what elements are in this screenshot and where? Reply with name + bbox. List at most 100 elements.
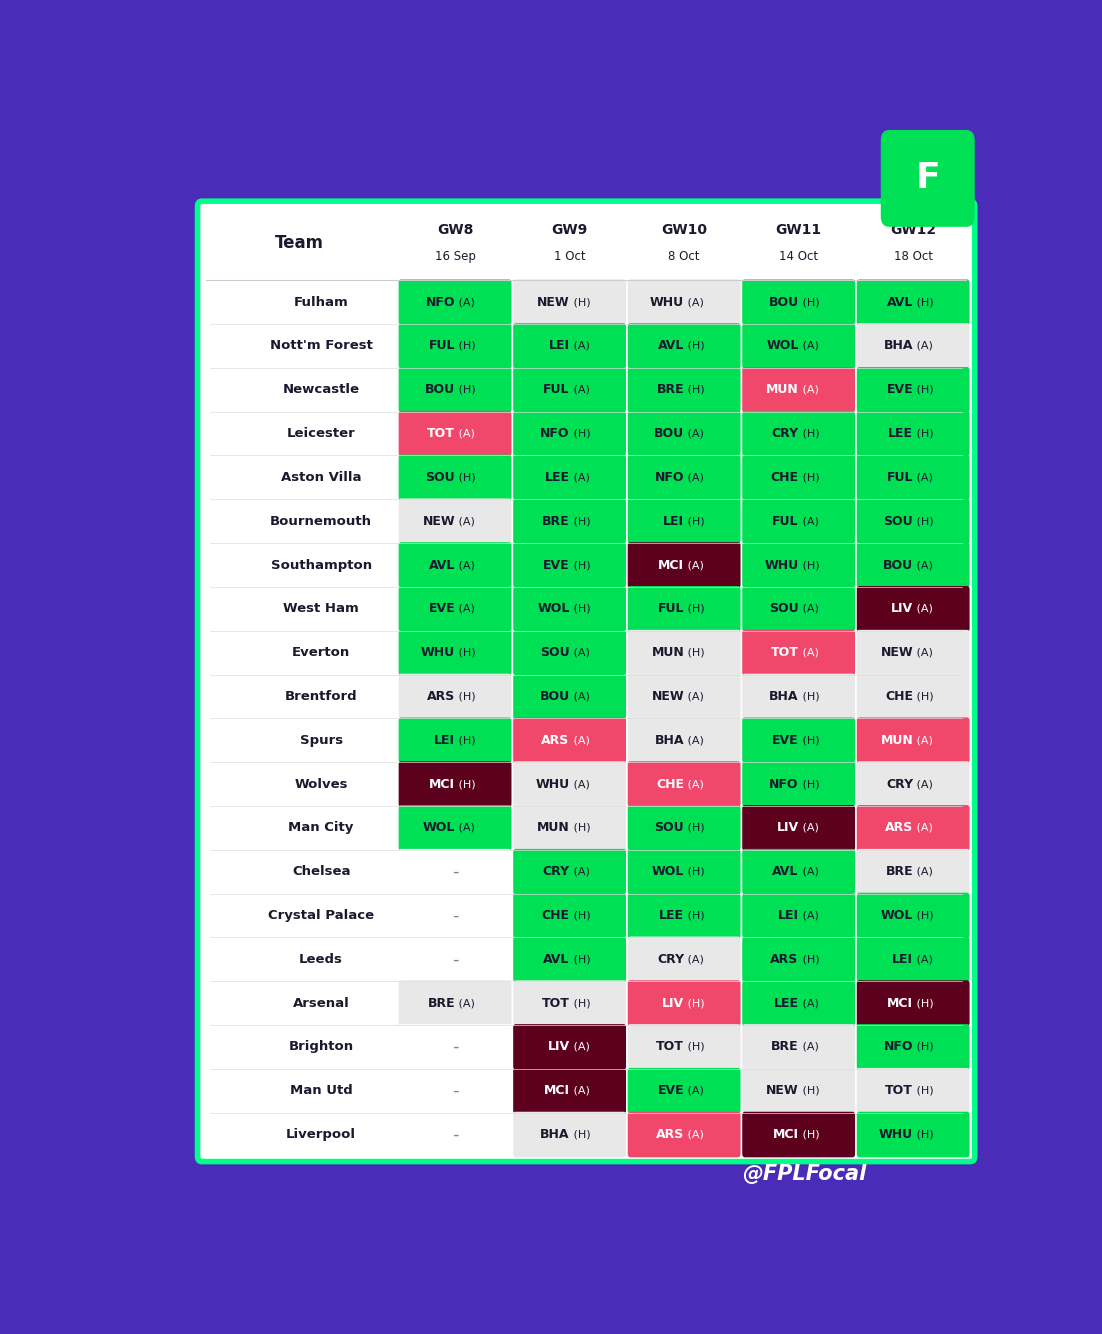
Text: (A): (A) xyxy=(570,647,590,658)
Text: MUN: MUN xyxy=(537,822,570,834)
Text: (H): (H) xyxy=(570,604,591,614)
FancyBboxPatch shape xyxy=(514,1111,626,1158)
FancyBboxPatch shape xyxy=(628,674,741,719)
Text: (A): (A) xyxy=(570,342,590,351)
FancyBboxPatch shape xyxy=(628,892,741,938)
Text: (H): (H) xyxy=(684,604,705,614)
Text: (A): (A) xyxy=(684,560,704,570)
Text: (A): (A) xyxy=(799,604,819,614)
Text: (H): (H) xyxy=(455,691,476,702)
Text: (A): (A) xyxy=(455,823,475,832)
Text: (A): (A) xyxy=(570,779,590,790)
Text: GW10: GW10 xyxy=(661,223,707,237)
Text: WHU: WHU xyxy=(536,778,570,791)
FancyBboxPatch shape xyxy=(399,980,511,1026)
Text: BHA: BHA xyxy=(769,690,799,703)
Text: (H): (H) xyxy=(455,472,476,483)
FancyBboxPatch shape xyxy=(399,542,511,588)
Text: FUL: FUL xyxy=(658,603,684,615)
FancyBboxPatch shape xyxy=(399,1069,511,1114)
Text: (H): (H) xyxy=(799,560,819,570)
FancyBboxPatch shape xyxy=(399,762,511,807)
Text: 18 Oct: 18 Oct xyxy=(894,251,932,263)
Text: LEI: LEI xyxy=(893,952,914,966)
FancyBboxPatch shape xyxy=(514,806,626,851)
Text: Everton: Everton xyxy=(292,646,350,659)
FancyBboxPatch shape xyxy=(856,367,970,412)
FancyBboxPatch shape xyxy=(743,892,855,938)
Text: ARS: ARS xyxy=(885,822,914,834)
Text: CRY: CRY xyxy=(542,866,570,878)
FancyBboxPatch shape xyxy=(514,630,626,675)
Text: BOU: BOU xyxy=(883,559,914,571)
Text: (A): (A) xyxy=(914,647,933,658)
FancyBboxPatch shape xyxy=(514,367,626,412)
Text: BRE: BRE xyxy=(886,866,914,878)
FancyBboxPatch shape xyxy=(743,586,855,631)
FancyBboxPatch shape xyxy=(743,367,855,412)
Text: SOU: SOU xyxy=(884,515,914,528)
Text: (H): (H) xyxy=(684,342,705,351)
Text: EVE: EVE xyxy=(658,1085,684,1098)
FancyBboxPatch shape xyxy=(856,674,970,719)
Text: BRE: BRE xyxy=(657,383,684,396)
Text: SOU: SOU xyxy=(425,471,455,484)
Text: Leicester: Leicester xyxy=(287,427,356,440)
FancyBboxPatch shape xyxy=(628,980,741,1026)
Text: BHA: BHA xyxy=(655,734,684,747)
Text: Wolves: Wolves xyxy=(294,778,348,791)
Text: (H): (H) xyxy=(914,384,933,395)
Text: LIV: LIV xyxy=(777,822,799,834)
Text: (A): (A) xyxy=(914,735,933,746)
FancyBboxPatch shape xyxy=(856,542,970,588)
Text: BOU: BOU xyxy=(540,690,570,703)
Text: (H): (H) xyxy=(914,1130,933,1139)
Text: BHA: BHA xyxy=(540,1129,570,1141)
FancyBboxPatch shape xyxy=(514,1069,626,1114)
Text: EVE: EVE xyxy=(887,383,914,396)
Text: WOL: WOL xyxy=(766,339,799,352)
Text: CHE: CHE xyxy=(770,471,799,484)
Text: NEW: NEW xyxy=(880,646,914,659)
Text: ARS: ARS xyxy=(770,952,799,966)
Text: BRE: BRE xyxy=(428,996,455,1010)
FancyBboxPatch shape xyxy=(399,1025,511,1070)
Text: Fulham: Fulham xyxy=(294,296,348,308)
Text: (A): (A) xyxy=(570,691,590,702)
Text: (H): (H) xyxy=(570,998,591,1009)
Text: TOT: TOT xyxy=(770,646,799,659)
Text: (A): (A) xyxy=(684,735,704,746)
Text: (A): (A) xyxy=(570,867,590,876)
FancyBboxPatch shape xyxy=(399,455,511,500)
Text: LEI: LEI xyxy=(778,908,799,922)
Text: (H): (H) xyxy=(570,560,591,570)
FancyBboxPatch shape xyxy=(856,1025,970,1070)
FancyBboxPatch shape xyxy=(856,630,970,675)
Text: TOT: TOT xyxy=(885,1085,914,1098)
Text: (H): (H) xyxy=(570,823,591,832)
Text: Liverpool: Liverpool xyxy=(287,1129,356,1141)
Text: Nott'm Forest: Nott'm Forest xyxy=(270,339,372,352)
FancyBboxPatch shape xyxy=(399,499,511,544)
FancyBboxPatch shape xyxy=(743,499,855,544)
Text: Man Utd: Man Utd xyxy=(290,1085,353,1098)
Text: WOL: WOL xyxy=(651,866,684,878)
Text: AVL: AVL xyxy=(658,339,684,352)
FancyBboxPatch shape xyxy=(856,411,970,456)
FancyBboxPatch shape xyxy=(743,411,855,456)
FancyBboxPatch shape xyxy=(514,1025,626,1070)
Text: MCI: MCI xyxy=(658,559,684,571)
Text: (H): (H) xyxy=(455,779,476,790)
FancyBboxPatch shape xyxy=(628,323,741,368)
Text: LIV: LIV xyxy=(892,603,914,615)
FancyBboxPatch shape xyxy=(856,718,970,763)
FancyBboxPatch shape xyxy=(399,279,511,325)
FancyBboxPatch shape xyxy=(628,848,741,895)
Text: (H): (H) xyxy=(455,384,476,395)
Text: WHU: WHU xyxy=(650,296,684,308)
Text: LEE: LEE xyxy=(544,471,570,484)
Text: NFO: NFO xyxy=(655,471,684,484)
FancyBboxPatch shape xyxy=(399,718,511,763)
Text: MUN: MUN xyxy=(880,734,914,747)
Text: BOU: BOU xyxy=(653,427,684,440)
